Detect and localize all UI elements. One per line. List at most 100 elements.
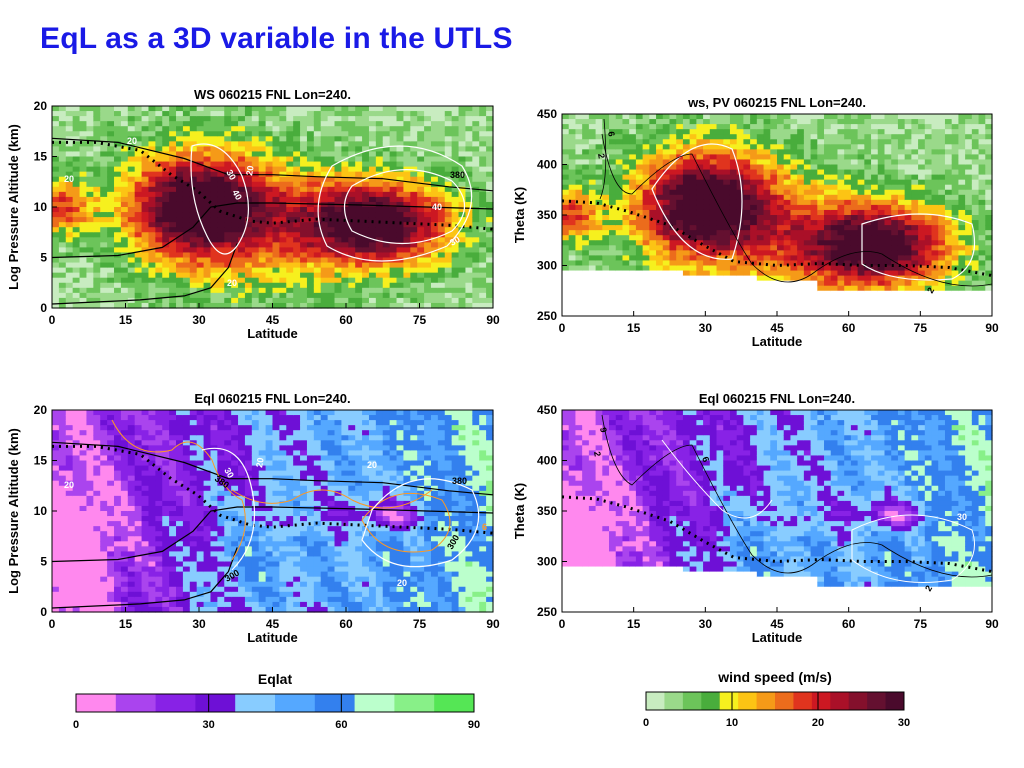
- heatmap-cell: [709, 199, 718, 206]
- heatmap-cell: [797, 129, 805, 135]
- heatmap-cell: [595, 215, 603, 221]
- heatmap-cell: [850, 310, 859, 317]
- heatmap-cell: [568, 255, 577, 262]
- heatmap-cell: [451, 282, 460, 289]
- heatmap-cell: [595, 129, 603, 135]
- heatmap-cell: [689, 275, 697, 282]
- heatmap-cell: [938, 159, 946, 166]
- heatmap-cell: [830, 209, 839, 216]
- heatmap-cell: [231, 196, 239, 203]
- heatmap-cell: [703, 114, 711, 120]
- heatmap-cell: [877, 230, 886, 236]
- heatmap-cell: [472, 262, 480, 269]
- heatmap-cell: [562, 265, 570, 272]
- heatmap-cell: [389, 237, 398, 243]
- heatmap-cell: [217, 262, 225, 269]
- heatmap-cell: [951, 235, 960, 241]
- heatmap-cell: [837, 295, 845, 302]
- heatmap-cell: [864, 295, 872, 302]
- heatmap-cell: [797, 280, 805, 287]
- heatmap-cell: [272, 196, 280, 203]
- heatmap-cell: [844, 114, 852, 120]
- heatmap-cell: [169, 257, 177, 264]
- heatmap-cell: [189, 267, 198, 274]
- heatmap-cell: [486, 297, 494, 304]
- heatmap-cell: [162, 292, 170, 299]
- heatmap-cell: [850, 189, 859, 196]
- heatmap-cell: [682, 194, 691, 201]
- heatmap-cell: [756, 149, 765, 155]
- heatmap-cell: [79, 166, 88, 173]
- heatmap-cell: [293, 146, 301, 153]
- heatmap-cell: [286, 302, 294, 309]
- heatmap-cell: [86, 297, 94, 304]
- heatmap-cell: [824, 225, 832, 231]
- heatmap-cell: [348, 292, 356, 299]
- heatmap-cell: [568, 265, 577, 272]
- heatmap-cell: [615, 159, 624, 166]
- heatmap-cell: [486, 292, 494, 299]
- heatmap-cell: [783, 119, 792, 125]
- heatmap-cell: [884, 149, 892, 155]
- heatmap-cell: [857, 179, 865, 186]
- heatmap-cell: [622, 255, 630, 262]
- heatmap-cell: [790, 235, 798, 241]
- heatmap-cell: [465, 292, 473, 299]
- heatmap-cell: [763, 225, 771, 231]
- heatmap-cell: [258, 201, 267, 208]
- heatmap-cell: [696, 179, 704, 186]
- heatmap-cell: [891, 280, 899, 287]
- heatmap-cell: [327, 116, 336, 122]
- heatmap-cell: [444, 252, 453, 259]
- heatmap-cell: [375, 111, 384, 117]
- heatmap-cell: [430, 207, 439, 213]
- heatmap-cell: [107, 277, 115, 284]
- heatmap-cell: [348, 262, 356, 269]
- heatmap-cell: [127, 277, 136, 284]
- heatmap-cell: [437, 272, 446, 279]
- heatmap-cell: [375, 141, 384, 147]
- heatmap-cell: [341, 151, 349, 158]
- heatmap-cell: [790, 265, 798, 272]
- heatmap-cell: [770, 255, 778, 262]
- heatmap-cell: [437, 287, 446, 294]
- heatmap-cell: [857, 255, 865, 262]
- heatmap-cell: [803, 149, 812, 155]
- heatmap-cell: [217, 207, 225, 213]
- heatmap-cell: [924, 230, 933, 236]
- heatmap-cell: [72, 247, 81, 254]
- heatmap-cell: [588, 270, 597, 277]
- heatmap-cell: [938, 215, 946, 221]
- heatmap-cell: [716, 235, 724, 241]
- heatmap-cell: [938, 290, 946, 297]
- heatmap-cell: [451, 116, 460, 122]
- heatmap-cell: [65, 141, 74, 147]
- heatmap-cell: [251, 106, 260, 112]
- heatmap-cell: [783, 220, 792, 226]
- heatmap-cell: [810, 209, 818, 216]
- heatmap-cell: [803, 280, 812, 287]
- heatmap-cell: [830, 204, 839, 211]
- heatmap-cell: [635, 290, 644, 297]
- heatmap-cell: [320, 207, 329, 213]
- heatmap-cell: [100, 252, 108, 259]
- heatmap-cell: [568, 300, 577, 307]
- heatmap-cell: [756, 179, 765, 186]
- heatmap-cell: [824, 215, 832, 221]
- heatmap-cell: [100, 247, 108, 254]
- heatmap-cell: [857, 124, 865, 130]
- heatmap-cell: [689, 265, 697, 272]
- heatmap-cell: [293, 131, 301, 137]
- heatmap-cell: [790, 114, 798, 120]
- heatmap-cell: [155, 267, 163, 274]
- heatmap-cell: [904, 184, 912, 191]
- heatmap-cell: [756, 255, 765, 262]
- heatmap-cell: [783, 245, 792, 251]
- heatmap-cell: [107, 196, 115, 203]
- heatmap-cell: [736, 295, 745, 302]
- heatmap-cell: [244, 252, 253, 259]
- heatmap-cell: [114, 176, 122, 183]
- heatmap-cell: [676, 270, 684, 277]
- heatmap-cell: [169, 191, 177, 198]
- heatmap-cell: [362, 161, 370, 168]
